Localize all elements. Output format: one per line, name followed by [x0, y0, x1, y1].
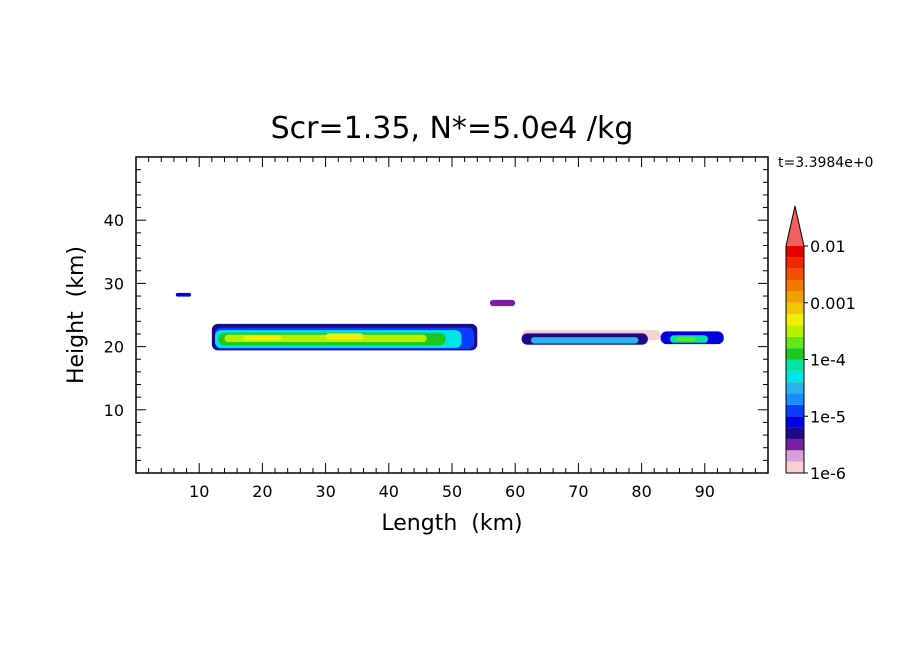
colorbar-swatch-9: [786, 359, 804, 371]
colorbar-label-0: 1e-6: [810, 464, 846, 483]
colorbar-swatch-19: [786, 246, 804, 258]
y-tick-label-40: 40: [104, 211, 124, 230]
colorbar-swatch-17: [786, 268, 804, 281]
x-tick-label-30: 30: [315, 482, 335, 501]
colorbar-swatch-8: [786, 370, 804, 383]
colorbar-swatch-0: [786, 461, 804, 473]
colorbar-swatch-3: [786, 427, 804, 439]
y-axis-label: Height (km): [64, 246, 89, 384]
colorbar-swatch-15: [786, 291, 804, 303]
colorbar-swatch-10: [786, 348, 804, 360]
colorbar-swatch-1: [786, 450, 804, 462]
colorbar-swatch-13: [786, 314, 804, 326]
x-tick-label-80: 80: [631, 482, 651, 501]
colorbar-swatch-14: [786, 302, 804, 315]
x-tick-label-40: 40: [379, 482, 399, 501]
colorbar-swatch-6: [786, 393, 804, 405]
colorbar-label-4: 0.01: [810, 237, 846, 256]
y-tick-label-20: 20: [104, 338, 124, 357]
field-patch-7: [325, 333, 364, 340]
colorbar-swatch-2: [786, 438, 804, 451]
x-tick-label-10: 10: [189, 482, 209, 501]
time-label: t=3.3984e+0: [778, 155, 873, 171]
field-patch-14: [676, 337, 696, 341]
colorbar-swatch-11: [786, 336, 804, 349]
colorbar-swatch-5: [786, 404, 804, 417]
field-patch-8: [243, 335, 282, 341]
x-tick-label-60: 60: [505, 482, 525, 501]
plot-frame: [135, 156, 769, 474]
heatmap-field: [175, 292, 724, 351]
x-tick-label-20: 20: [252, 482, 272, 501]
chart-title: Scr=1.35, N*=5.0e4 /kg: [271, 111, 634, 146]
y-tick-label-30: 30: [104, 274, 124, 293]
colorbar-extension: [786, 206, 804, 246]
field-patch-1: [489, 299, 516, 307]
colorbar-label-1: 1e-5: [810, 407, 846, 426]
colorbar-outline: [785, 205, 805, 474]
y-tick-label-10: 10: [104, 401, 124, 420]
field-patch-11: [531, 337, 639, 344]
x-axis-label: Length (km): [381, 511, 522, 536]
colorbar-swatch-18: [786, 257, 804, 269]
colorbar-swatch-16: [786, 280, 804, 292]
field-patch-0: [175, 292, 191, 297]
x-tick-label-50: 50: [442, 482, 462, 501]
colorbar-label-3: 0.001: [810, 294, 856, 313]
x-tick-label-70: 70: [568, 482, 588, 501]
colorbar-swatch-4: [786, 416, 804, 428]
colorbar: 1e-6 1e-5 1e-4 0.001 0.01: [785, 205, 856, 483]
axis-ticks: 10 20 30 40 50 60 70 80 90 10 20 30 40: [104, 157, 768, 501]
colorbar-swatch-7: [786, 382, 804, 394]
colorbar-swatch-12: [786, 325, 804, 337]
colorbar-label-2: 1e-4: [810, 351, 846, 370]
x-tick-label-90: 90: [695, 482, 715, 501]
